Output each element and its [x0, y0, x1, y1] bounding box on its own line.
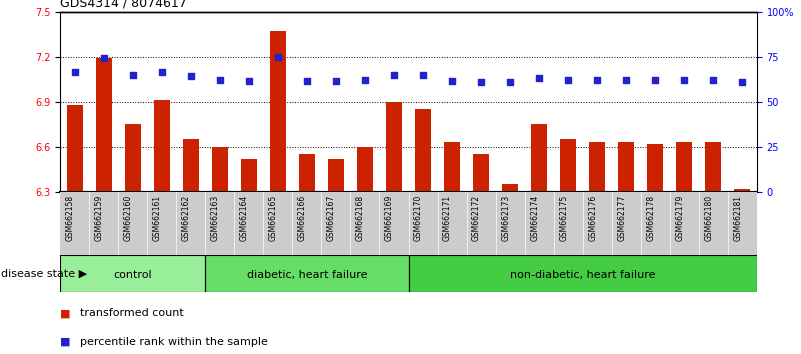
Text: GSM662168: GSM662168: [356, 194, 365, 241]
Text: GSM662164: GSM662164: [239, 194, 249, 241]
Text: disease state ▶: disease state ▶: [1, 268, 87, 279]
Bar: [502, 184, 518, 192]
Bar: [211, 147, 227, 192]
Point: [475, 80, 488, 85]
Text: transformed count: transformed count: [80, 308, 184, 318]
Text: GSM662159: GSM662159: [95, 194, 103, 241]
Point: [707, 77, 720, 82]
Point: [243, 78, 256, 84]
Text: GSM662171: GSM662171: [443, 194, 452, 241]
Bar: [357, 147, 373, 192]
Text: diabetic, heart failure: diabetic, heart failure: [247, 270, 367, 280]
Bar: [735, 189, 751, 192]
Text: GSM662162: GSM662162: [182, 194, 191, 241]
Bar: [125, 125, 141, 192]
Text: GSM662161: GSM662161: [153, 194, 162, 241]
Bar: [60, 255, 205, 292]
Text: GSM662177: GSM662177: [618, 194, 626, 241]
Point: [620, 77, 633, 82]
Text: GSM662175: GSM662175: [559, 194, 568, 241]
Bar: [205, 255, 409, 292]
Point: [445, 78, 458, 84]
Text: GSM662178: GSM662178: [646, 194, 655, 241]
Point: [300, 78, 313, 84]
Text: GSM662160: GSM662160: [123, 194, 133, 241]
Point: [359, 77, 372, 82]
Text: GSM662174: GSM662174: [530, 194, 539, 241]
Bar: [444, 143, 460, 192]
Bar: [270, 32, 286, 192]
Bar: [409, 255, 757, 292]
Bar: [66, 105, 83, 192]
Point: [533, 75, 545, 81]
Bar: [618, 143, 634, 192]
Point: [562, 77, 574, 82]
Text: GSM662165: GSM662165: [269, 194, 278, 241]
Text: GSM662179: GSM662179: [675, 194, 684, 241]
Point: [417, 72, 429, 78]
Text: non-diabetic, heart failure: non-diabetic, heart failure: [510, 270, 655, 280]
Text: GSM662170: GSM662170: [414, 194, 423, 241]
Bar: [560, 139, 576, 192]
Text: GSM662176: GSM662176: [588, 194, 598, 241]
Point: [388, 72, 400, 78]
Bar: [415, 109, 431, 192]
Bar: [95, 58, 111, 192]
Bar: [183, 139, 199, 192]
Point: [97, 56, 110, 61]
Point: [272, 54, 284, 60]
Text: control: control: [114, 270, 152, 280]
Bar: [328, 159, 344, 192]
Text: GSM662173: GSM662173: [501, 194, 510, 241]
Point: [213, 77, 226, 82]
Text: GSM662172: GSM662172: [472, 194, 481, 241]
Bar: [676, 143, 692, 192]
Bar: [531, 125, 547, 192]
Text: ■: ■: [60, 337, 70, 347]
Point: [184, 74, 197, 79]
Point: [329, 78, 342, 84]
Point: [504, 80, 517, 85]
Point: [736, 80, 749, 85]
Bar: [590, 143, 606, 192]
Bar: [241, 159, 257, 192]
Text: percentile rank within the sample: percentile rank within the sample: [80, 337, 268, 347]
Bar: [473, 154, 489, 192]
Bar: [386, 102, 402, 192]
Text: GSM662158: GSM662158: [66, 194, 74, 241]
Bar: [154, 101, 170, 192]
Bar: [706, 143, 722, 192]
Point: [127, 72, 139, 78]
Point: [155, 69, 168, 75]
Bar: [647, 144, 663, 192]
Point: [591, 77, 604, 82]
Bar: [299, 154, 315, 192]
Text: GSM662180: GSM662180: [704, 194, 714, 241]
Point: [649, 77, 662, 82]
Text: GSM662167: GSM662167: [327, 194, 336, 241]
Point: [68, 69, 81, 75]
Text: ■: ■: [60, 308, 70, 318]
Point: [678, 77, 690, 82]
Text: GSM662163: GSM662163: [211, 194, 219, 241]
Text: GSM662181: GSM662181: [734, 194, 743, 240]
Text: GDS4314 / 8074617: GDS4314 / 8074617: [60, 0, 187, 10]
Text: GSM662166: GSM662166: [298, 194, 307, 241]
Text: GSM662169: GSM662169: [385, 194, 394, 241]
